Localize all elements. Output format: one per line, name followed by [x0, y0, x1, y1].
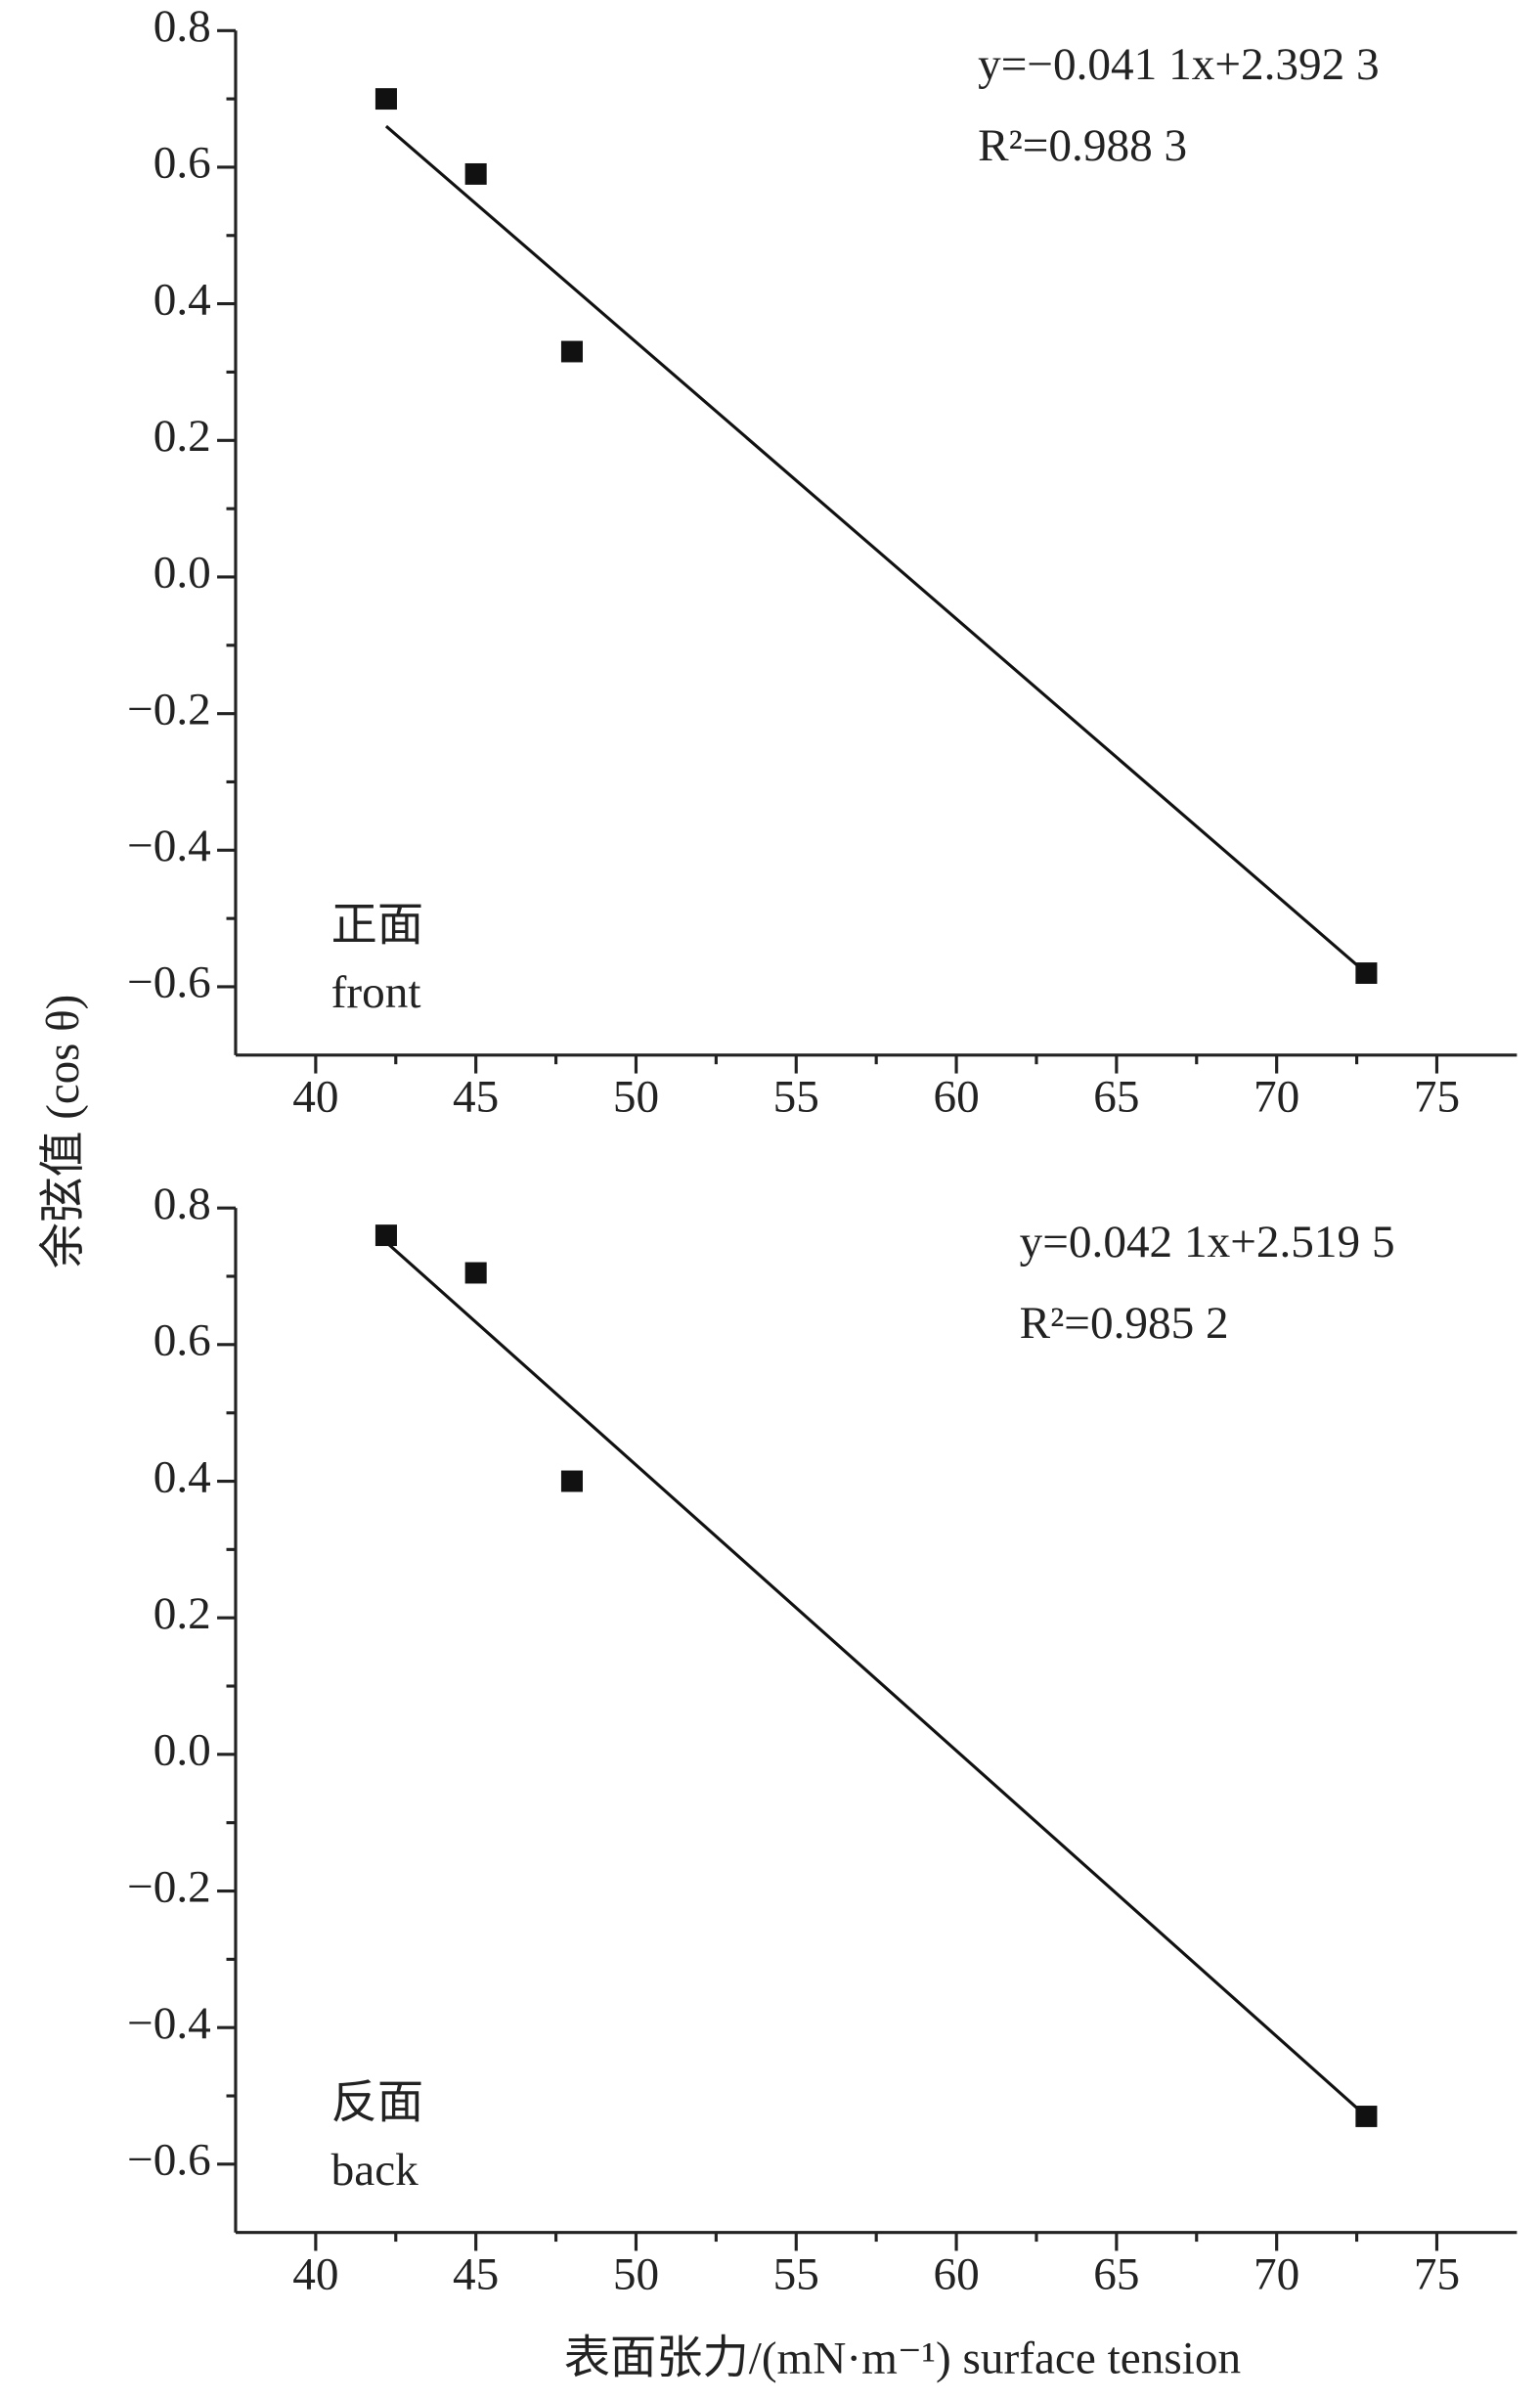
- x-tick-label: 45: [453, 2249, 499, 2300]
- y-tick-label: 0.6: [154, 1315, 211, 1366]
- panel-label: front: [331, 967, 421, 1018]
- fit-line: [384, 124, 1368, 975]
- y-tick-label: −0.4: [127, 1998, 211, 2049]
- point: [374, 1224, 397, 1247]
- point: [1355, 962, 1378, 984]
- panel-label: back: [331, 2145, 419, 2196]
- point: [464, 1262, 487, 1284]
- y-tick-label: 0.0: [154, 1725, 211, 1776]
- x-tick-label: 50: [613, 1072, 659, 1123]
- y-tick-label: −0.4: [127, 821, 211, 871]
- r-squared: R²=0.988 3: [978, 120, 1187, 171]
- y-tick-label: 0.2: [154, 1588, 211, 1639]
- x-tick-label: 65: [1093, 2249, 1139, 2300]
- equation: y=0.042 1x+2.519 5: [1020, 1217, 1395, 1267]
- x-tick-label: 70: [1254, 2249, 1299, 2300]
- panel-label: 正面: [331, 901, 423, 952]
- x-tick-label: 70: [1254, 1072, 1299, 1123]
- x-tick-label: 75: [1414, 1072, 1460, 1123]
- y-tick-label: −0.6: [127, 957, 211, 1008]
- x-tick-label: 60: [933, 1072, 979, 1123]
- x-tick-label: 55: [773, 2249, 819, 2300]
- y-tick-label: −0.2: [127, 685, 211, 735]
- y-tick-label: 0.4: [154, 1451, 211, 1502]
- y-tick-label: −0.6: [127, 2135, 211, 2186]
- point: [560, 1470, 583, 1492]
- fit-line: [384, 1240, 1368, 2118]
- x-tick-label: 55: [773, 1072, 819, 1123]
- x-tick-label: 50: [613, 2249, 659, 2300]
- y-tick-label: 0.8: [154, 1, 211, 52]
- y-tick-label: 0.6: [154, 138, 211, 189]
- y-tick-label: 0.4: [154, 275, 211, 326]
- x-axis-label: 表面张力/(mN·m⁻¹) surface tension: [564, 2334, 1241, 2384]
- point: [464, 162, 487, 185]
- x-tick-label: 40: [292, 1072, 338, 1123]
- x-tick-label: 65: [1093, 1072, 1139, 1123]
- point: [374, 88, 397, 111]
- y-tick-label: 0.0: [154, 548, 211, 599]
- y-axis-label: 余弦值 (cos θ): [38, 995, 89, 1268]
- panel-label: 反面: [331, 2077, 423, 2128]
- y-tick-label: 0.8: [154, 1178, 211, 1229]
- y-tick-label: −0.2: [127, 1861, 211, 1912]
- equation: y=−0.041 1x+2.392 3: [978, 39, 1380, 90]
- point: [1355, 2106, 1378, 2127]
- x-tick-label: 60: [933, 2249, 979, 2300]
- point: [560, 340, 583, 363]
- x-tick-label: 45: [453, 1072, 499, 1123]
- r-squared: R²=0.985 2: [1020, 1298, 1229, 1349]
- y-tick-label: 0.2: [154, 411, 211, 462]
- x-tick-label: 75: [1414, 2249, 1460, 2300]
- x-tick-label: 40: [292, 2249, 338, 2300]
